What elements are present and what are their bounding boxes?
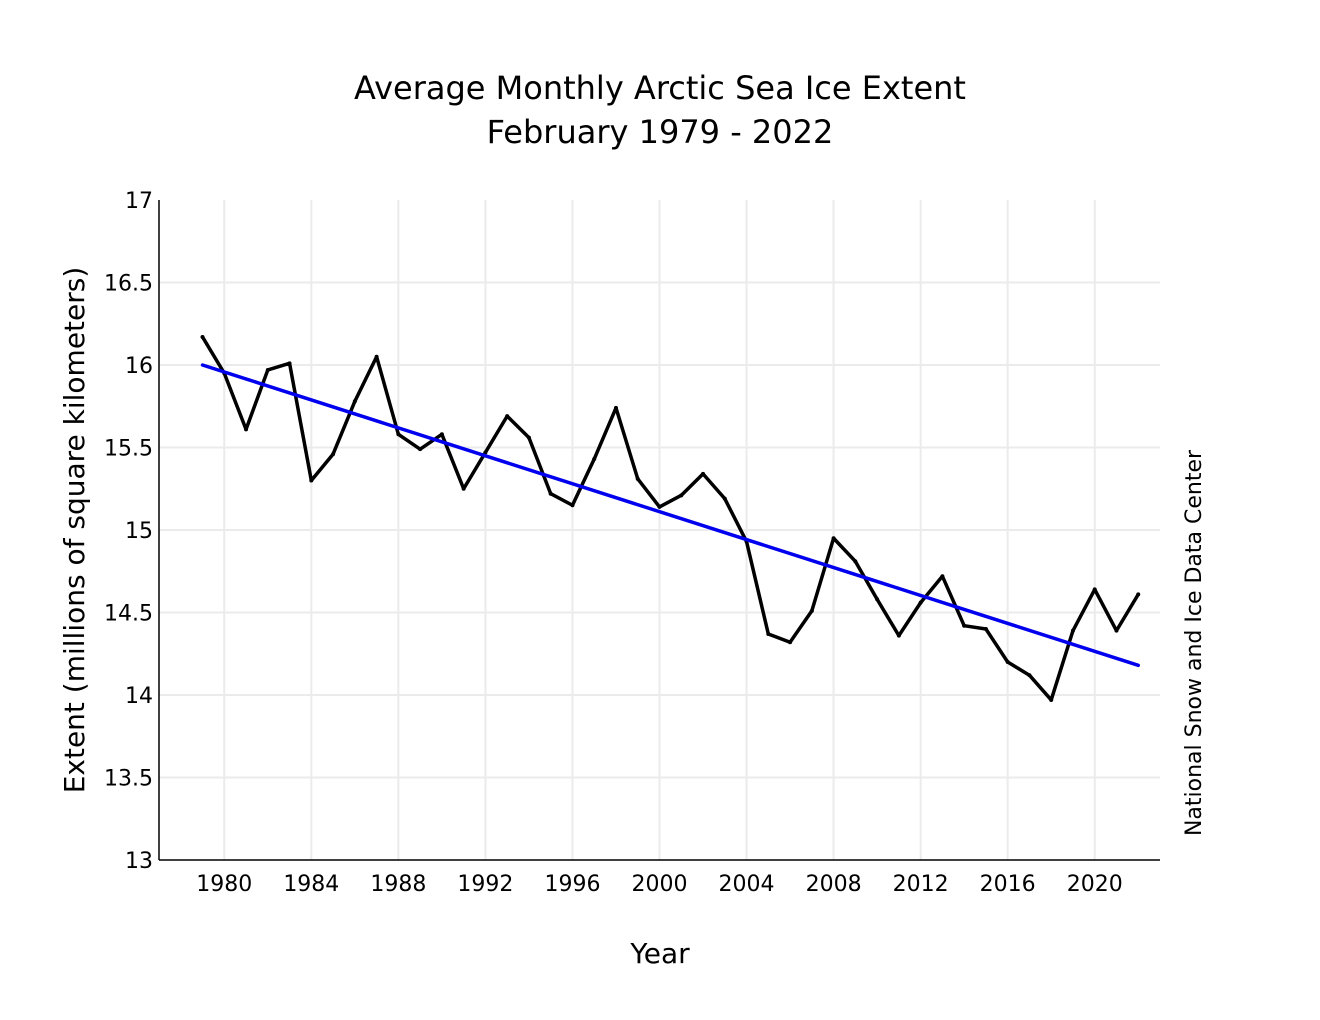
chart-title-line-1: Average Monthly Arctic Sea Ice Extent: [354, 69, 966, 107]
data-point-1995: [548, 491, 553, 496]
data-point-2006: [788, 640, 793, 645]
y-axis-label: Extent (millions of square kilometers): [58, 267, 91, 794]
x-tick-label: 1996: [544, 872, 600, 897]
data-point-1979: [200, 334, 205, 339]
y-tick-labels: 13 13.5 14 14.5 15 15.5 16 16.5 17: [104, 189, 153, 874]
data-point-1993: [505, 414, 510, 419]
data-point-1997: [592, 457, 597, 462]
data-point-2020: [1092, 587, 1097, 592]
data-point-1990: [439, 432, 444, 437]
y-tick-label: 13.5: [104, 767, 153, 792]
data-point-1988: [396, 432, 401, 437]
y-tick-label: 16.5: [104, 272, 153, 297]
y-tick-label: 15: [125, 519, 153, 544]
data-point-2016: [1005, 660, 1010, 664]
data-point-2011: [896, 633, 901, 638]
chart-title-line-2: February 1979 - 2022: [487, 113, 834, 151]
x-tick-label: 2000: [632, 872, 688, 897]
data-point-2009: [853, 559, 858, 564]
data-point-2017: [1027, 673, 1032, 678]
x-tick-label: 2004: [719, 872, 775, 897]
series-layer: [200, 334, 1141, 702]
data-point-1986: [352, 399, 357, 404]
credit-label: National Snow and Ice Data Center: [1182, 449, 1207, 836]
x-tick-label: 1992: [457, 872, 513, 897]
data-point-2008: [831, 536, 836, 541]
data-point-1996: [570, 503, 575, 508]
data-point-1989: [418, 447, 423, 452]
data-point-1992: [483, 450, 488, 455]
data-point-2015: [983, 627, 988, 631]
data-point-2000: [657, 504, 662, 509]
data-point-1984: [309, 478, 314, 483]
y-tick-label: 14: [125, 684, 153, 709]
y-tick-label: 14.5: [104, 602, 153, 627]
x-tick-label: 2012: [893, 872, 949, 897]
axes: [158, 200, 1160, 861]
data-point-1987: [374, 354, 379, 359]
data-point-1982: [265, 367, 270, 372]
data-point-1985: [331, 452, 336, 457]
data-point-2005: [766, 631, 771, 636]
y-tick-label: 17: [125, 189, 153, 214]
data-point-1994: [526, 435, 531, 440]
data-point-2018: [1049, 697, 1054, 702]
y-tick-label: 13: [125, 849, 153, 874]
x-tick-label: 2020: [1067, 872, 1123, 897]
x-tick-label: 1988: [370, 872, 426, 897]
trend-line: [200, 363, 1140, 668]
data-point-2003: [722, 496, 727, 501]
extent-series-line: [200, 335, 1140, 702]
data-point-2001: [679, 493, 684, 498]
gridlines: [159, 200, 1160, 860]
x-axis-label: Year: [629, 937, 690, 970]
data-point-1991: [461, 486, 466, 491]
x-tick-label: 1984: [283, 872, 339, 897]
y-tick-label: 16: [125, 354, 153, 379]
x-tick-labels: 1980 1984 1988 1992 1996 2000 2004 2008 2012 2016…: [196, 872, 1122, 897]
data-point-2021: [1114, 628, 1119, 633]
data-point-1998: [613, 405, 618, 410]
data-point-2014: [962, 623, 967, 628]
data-point-2012: [918, 600, 923, 605]
data-point-1983: [287, 361, 292, 366]
y-tick-label: 15.5: [104, 437, 153, 462]
x-tick-label: 1980: [196, 872, 252, 897]
data-point-2019: [1070, 628, 1075, 633]
data-point-2007: [809, 608, 814, 613]
data-point-2010: [875, 597, 880, 602]
x-tick-label: 2016: [980, 872, 1036, 897]
data-point-1981: [244, 427, 249, 432]
data-point-2022: [1136, 592, 1141, 597]
data-point-2013: [940, 574, 945, 579]
data-point-2002: [701, 471, 706, 476]
x-tick-label: 2008: [806, 872, 862, 897]
data-point-1999: [635, 476, 640, 481]
